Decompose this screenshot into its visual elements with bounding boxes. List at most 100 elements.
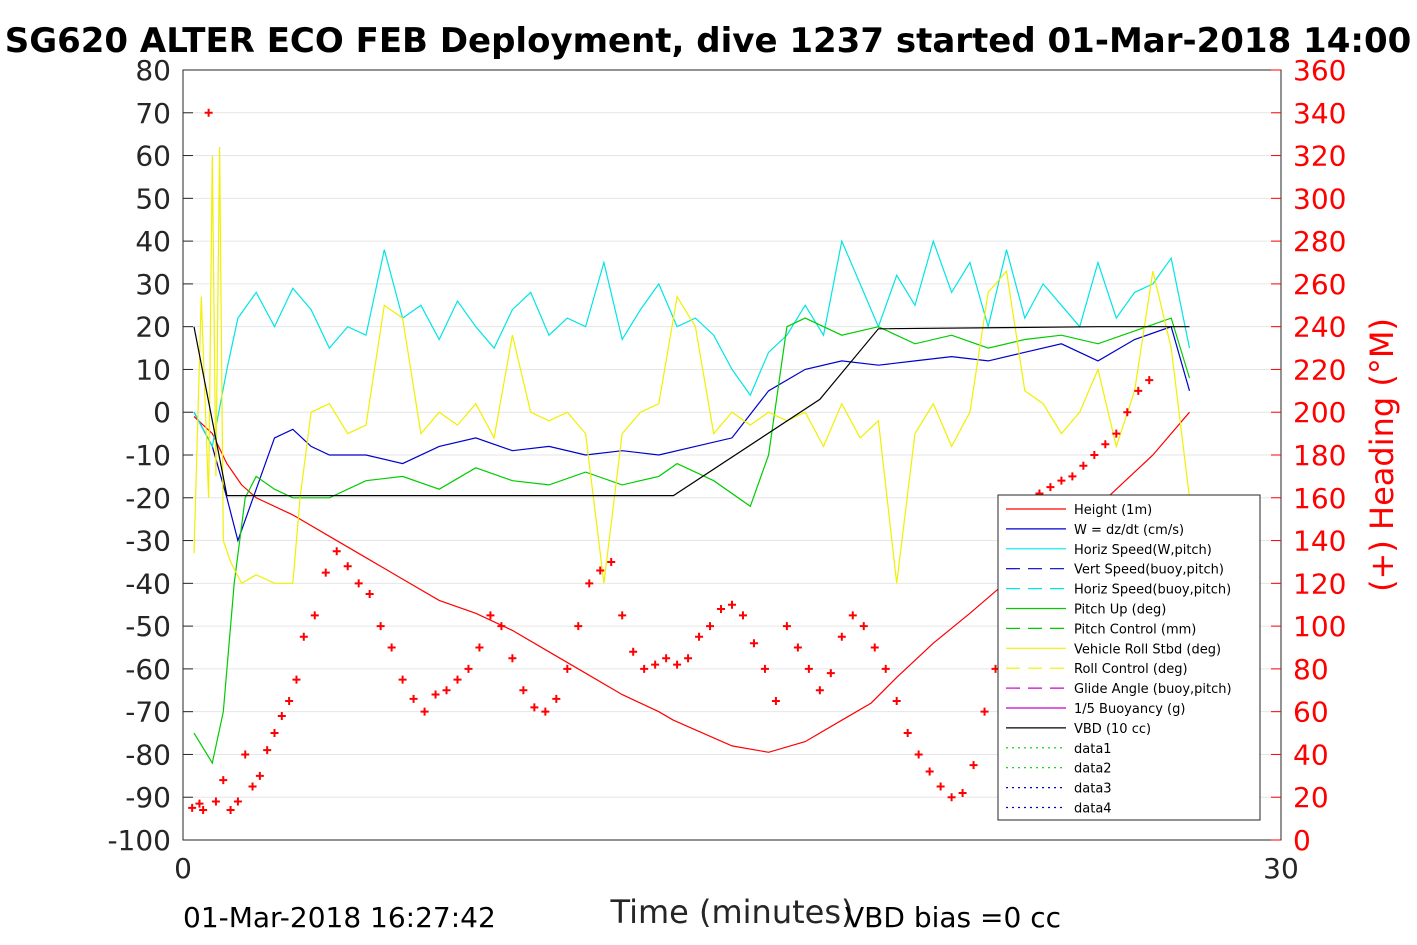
heading-point (793, 643, 802, 652)
series-pitch-up-deg (193, 317, 1191, 765)
heading-point (947, 793, 956, 802)
series-horiz-speed-w-pitch (193, 239, 1191, 449)
heading-point (749, 639, 758, 648)
heading-point (629, 647, 638, 656)
heading-point (640, 664, 649, 673)
legend-label: Glide Angle (buoy,pitch) (1074, 682, 1232, 697)
y-tick-label-right: 140 (1293, 525, 1346, 558)
heading-point (453, 675, 462, 684)
y-tick-label-right: 260 (1293, 268, 1346, 301)
x-axis-label: Time (minutes) (610, 893, 854, 931)
heading-point (618, 611, 627, 620)
y-tick-label-right: 120 (1293, 567, 1346, 600)
heading-point (1101, 440, 1110, 449)
x-tick-label: 0 (174, 852, 192, 885)
y-tick-label-left: -80 (125, 738, 171, 771)
legend-label: Pitch Control (mm) (1074, 622, 1196, 637)
heading-point (255, 771, 264, 780)
heading-point (1112, 429, 1121, 438)
y-tick-label-right: 300 (1293, 182, 1346, 215)
y-tick-label-left: 80 (135, 54, 171, 87)
heading-point (497, 622, 506, 631)
heading-point (541, 707, 550, 716)
heading-point (365, 590, 374, 599)
legend-label: 1/5 Buoyancy (g) (1074, 702, 1185, 717)
y-tick-label-right: 240 (1293, 311, 1346, 344)
y-tick-label-right: 340 (1293, 97, 1346, 130)
heading-point (738, 611, 747, 620)
heading-point (343, 562, 352, 571)
y-tick-label-left: -50 (125, 610, 171, 643)
legend-label: VBD (10 cc) (1074, 722, 1151, 737)
heading-point (475, 643, 484, 652)
series-layer (193, 146, 1191, 765)
heading-point (870, 643, 879, 652)
heading-point (881, 664, 890, 673)
heading-point (409, 694, 418, 703)
heading-point (530, 703, 539, 712)
y-tick-label-left: 20 (135, 311, 171, 344)
heading-point (292, 675, 301, 684)
legend: Height (1m) W = dz/dt (cm/s) Horiz Speed(W… (997, 494, 1261, 821)
heading-point (226, 806, 235, 815)
legend-label: Vert Speed(buoy,pitch) (1074, 563, 1224, 578)
legend-label: W = dz/dt (cm/s) (1074, 523, 1184, 538)
y-tick-label-right: 360 (1293, 54, 1346, 87)
y-tick-label-right: 280 (1293, 225, 1346, 258)
heading-point (706, 622, 715, 631)
x-tick-label: 30 (1263, 852, 1299, 885)
y-tick-label-right: 320 (1293, 140, 1346, 173)
heading-point (574, 622, 583, 631)
heading-point (903, 729, 912, 738)
heading-point (958, 788, 967, 797)
y-tick-label-left: 30 (135, 268, 171, 301)
y-tick-label-right: 40 (1293, 738, 1329, 771)
heading-point (204, 108, 213, 117)
y-tick-label-left: -20 (125, 482, 171, 515)
heading-point (914, 750, 923, 759)
heading-point (936, 782, 945, 791)
heading-point (1145, 376, 1154, 385)
y-tick-label-left: 0 (153, 396, 171, 429)
heading-point (1123, 408, 1132, 417)
heading-point (263, 746, 272, 755)
heading-point (398, 675, 407, 684)
heading-point (607, 557, 616, 566)
heading-point (782, 622, 791, 631)
heading-point (233, 797, 242, 806)
legend-label: Horiz Speed(W,pitch) (1074, 543, 1212, 558)
legend-label: data3 (1074, 782, 1112, 797)
heading-point (673, 660, 682, 669)
heading-point (332, 547, 341, 556)
heading-point (695, 632, 704, 641)
heading-point (980, 707, 989, 716)
heading-point (270, 729, 279, 738)
series-vehicle-roll-stbd-deg (193, 146, 1191, 585)
heading-point (815, 686, 824, 695)
y-axis-right: 3603403203002802602402202001801601401201… (1271, 54, 1346, 857)
y-tick-label-right: 200 (1293, 396, 1346, 429)
heading-point (241, 750, 250, 759)
heading-point (248, 782, 257, 791)
heading-point (199, 806, 208, 815)
y-tick-label-right: 60 (1293, 696, 1329, 729)
legend-label: Height (1m) (1074, 503, 1152, 518)
y-axis-right-label: (+) Heading (°M) (1363, 318, 1401, 592)
footer-vbd-bias: VBD bias =0 cc (845, 901, 1061, 934)
x-axis: 0 30 (174, 830, 1299, 885)
heading-point (387, 643, 396, 652)
heading-point (837, 632, 846, 641)
heading-point (1090, 451, 1099, 459)
series-height-1m (193, 411, 1190, 753)
heading-point (1046, 483, 1055, 492)
heading-point (804, 664, 813, 673)
heading-point (585, 579, 594, 588)
heading-point (219, 776, 228, 785)
heading-point (310, 611, 319, 620)
heading-point (464, 664, 473, 673)
heading-point (508, 654, 517, 663)
heading-point (728, 600, 736, 609)
heading-point (442, 686, 451, 695)
y-tick-label-left: -60 (125, 653, 171, 686)
heading-point (826, 669, 835, 678)
